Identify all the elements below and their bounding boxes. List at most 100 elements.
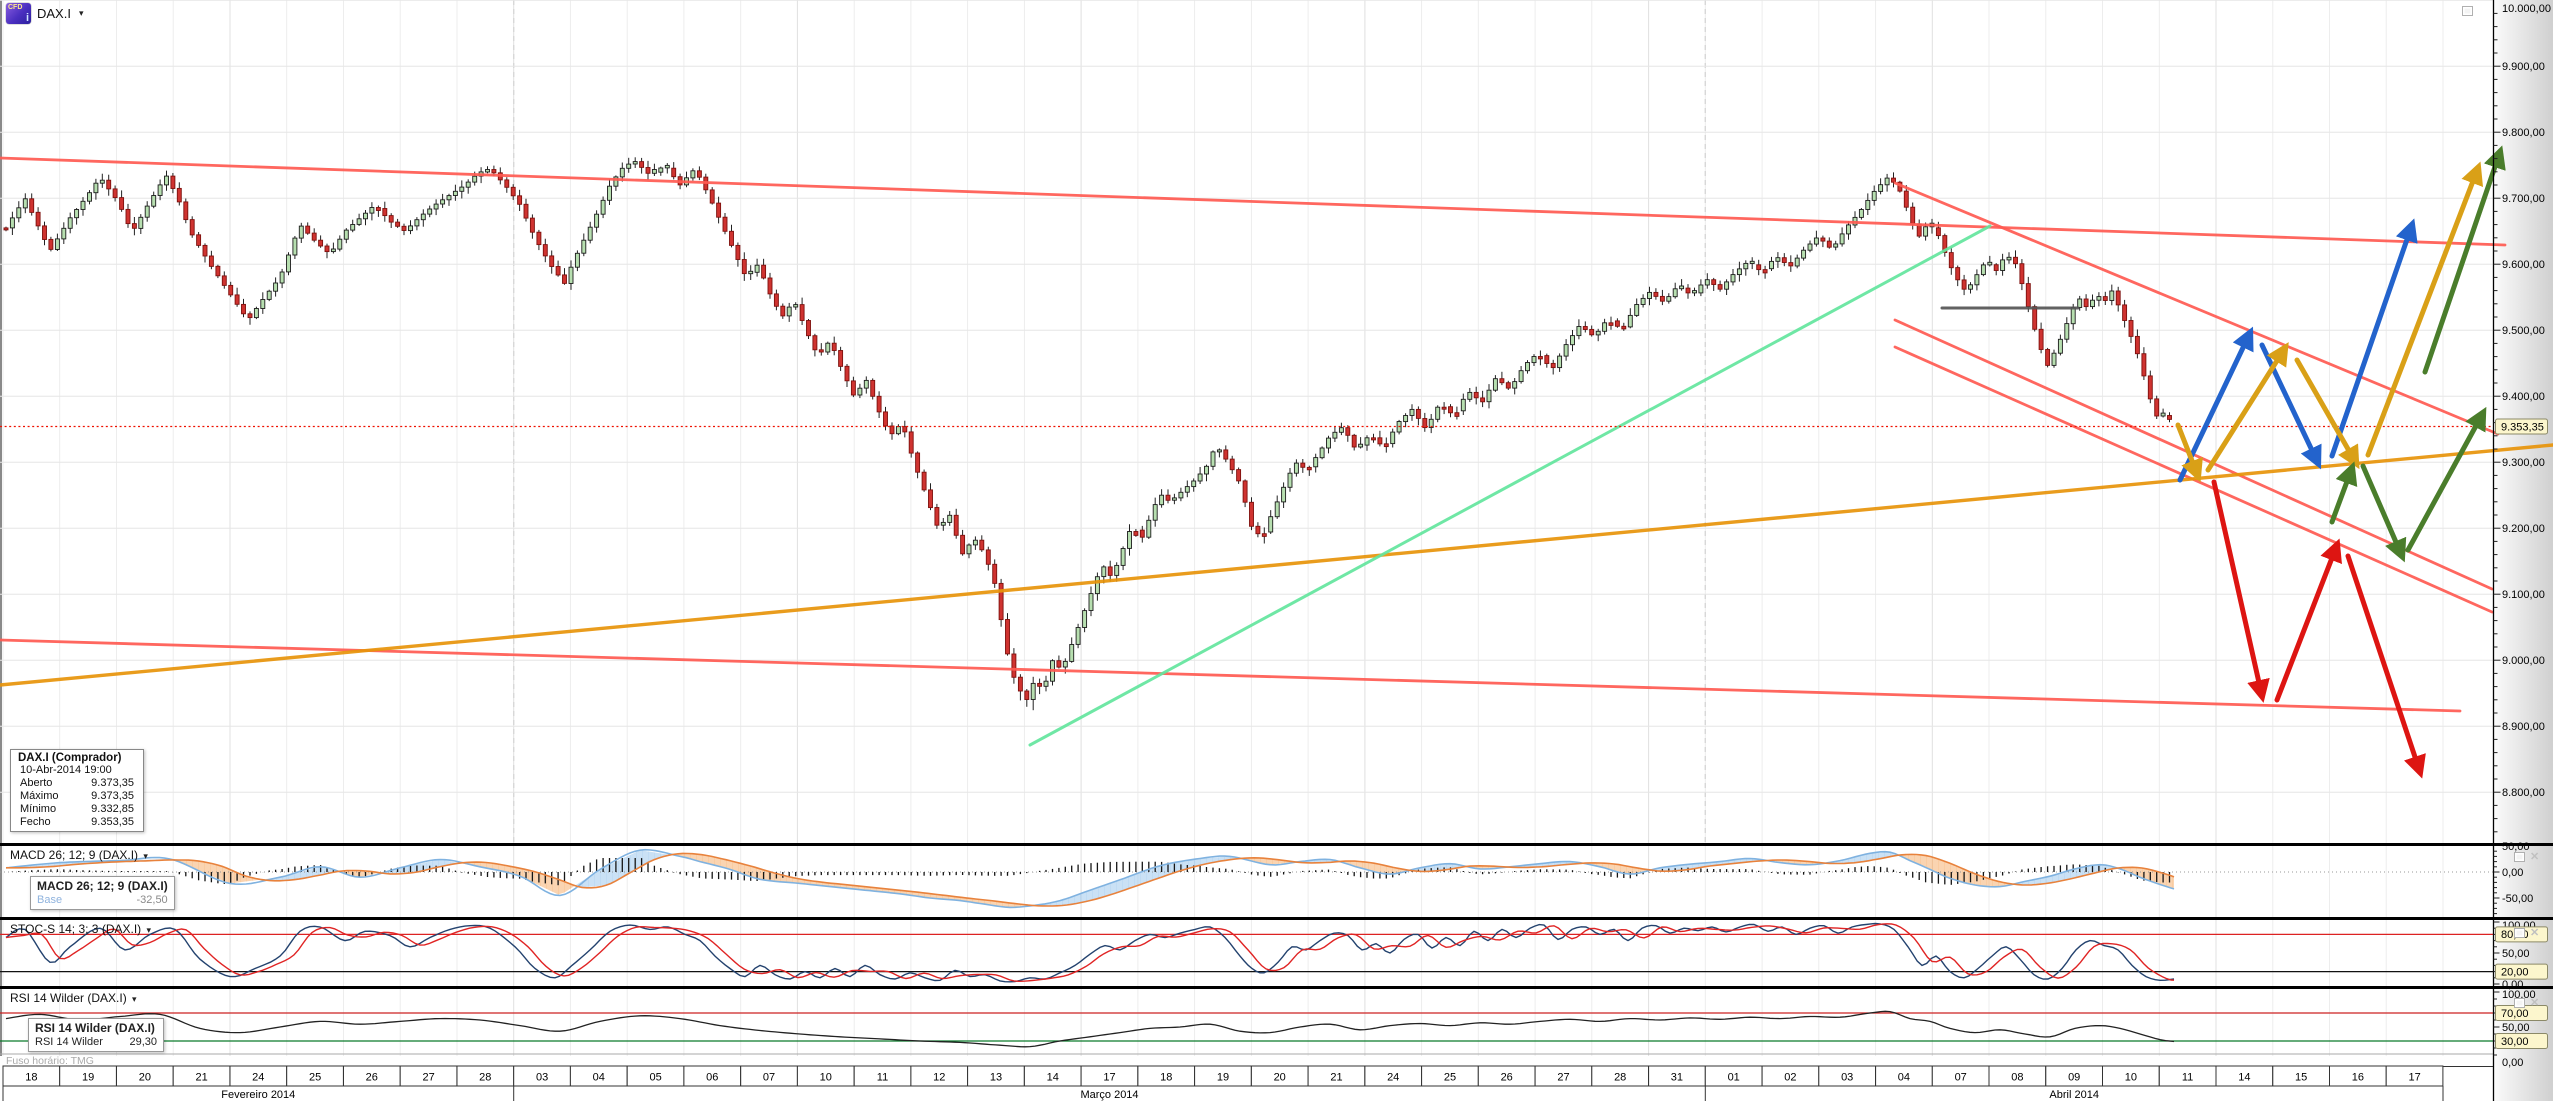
rsi-level-label: 30,00 bbox=[2501, 1036, 2529, 1048]
rsi-level-label-box bbox=[2495, 1033, 2548, 1049]
candle-body bbox=[215, 265, 221, 277]
candle-body bbox=[1589, 328, 1595, 336]
macd-fill bbox=[1272, 859, 1279, 865]
candle-body bbox=[1717, 284, 1723, 290]
candle-body bbox=[1505, 382, 1511, 389]
chart-restore-button[interactable] bbox=[2462, 6, 2473, 16]
candle-body bbox=[825, 342, 831, 353]
candle-body bbox=[671, 167, 677, 178]
instrument-selector[interactable]: CFD i DAX.I ▾ bbox=[6, 3, 84, 24]
last-price-label-box bbox=[2495, 418, 2548, 435]
macd-fill bbox=[1122, 876, 1129, 891]
macd-fill bbox=[552, 877, 559, 895]
rsi-window-buttons[interactable]: ✕ bbox=[2514, 998, 2539, 1009]
candle-body bbox=[292, 237, 298, 256]
candle-body bbox=[574, 252, 580, 268]
candle-body bbox=[1672, 288, 1678, 298]
candle-body bbox=[1088, 593, 1094, 611]
candle-body bbox=[761, 264, 767, 279]
macd-fill bbox=[2082, 866, 2089, 877]
macd-fill bbox=[612, 860, 619, 883]
candle-body bbox=[74, 209, 80, 219]
macd-fill bbox=[1134, 872, 1141, 887]
candle-body bbox=[189, 219, 195, 236]
candle-body bbox=[2006, 256, 2012, 261]
horizontal-gridlines bbox=[0, 0, 2493, 793]
restore-icon bbox=[2462, 6, 2473, 16]
candle-body bbox=[889, 425, 895, 435]
chevron-down-icon: ▾ bbox=[143, 851, 148, 861]
candle-body bbox=[170, 175, 176, 189]
date-label: 08 bbox=[2011, 1072, 2023, 1084]
stoch-window-buttons[interactable]: ✕ bbox=[2514, 928, 2539, 939]
macd-fill bbox=[1140, 870, 1147, 885]
green-projection-arrow bbox=[2360, 463, 2407, 563]
rsi-panel bbox=[0, 1010, 2493, 1048]
green-projection-arrow bbox=[2329, 461, 2358, 525]
candle-body bbox=[1614, 320, 1620, 327]
date-label: 03 bbox=[1841, 1072, 1853, 1084]
info-box-title: DAX.I (Comprador) bbox=[18, 752, 122, 764]
macd-window-buttons[interactable]: ✕ bbox=[2514, 851, 2540, 863]
date-label: 17 bbox=[2408, 1072, 2420, 1084]
stoch-panel-header[interactable]: STOC-S 14; 3; 3 (DAX.I) ▾ bbox=[10, 922, 152, 936]
candle-body bbox=[87, 192, 92, 202]
date-label: 20 bbox=[139, 1072, 151, 1084]
macd-fill bbox=[1146, 868, 1153, 883]
candle-body bbox=[915, 452, 921, 473]
macd-fill bbox=[1260, 858, 1267, 864]
rsi-panel-header[interactable]: RSI 14 Wilder (DAX.I) ▾ bbox=[10, 991, 137, 1005]
candle-body bbox=[1319, 447, 1325, 459]
candle-body bbox=[54, 238, 60, 250]
candle-body bbox=[3, 227, 9, 231]
candle-body bbox=[22, 198, 28, 209]
candle-body bbox=[1762, 269, 1768, 274]
candle-body bbox=[562, 274, 567, 284]
date-label: 26 bbox=[366, 1072, 378, 1084]
macd-fill bbox=[1866, 853, 1873, 861]
candle-body bbox=[420, 213, 426, 221]
candle-body bbox=[241, 303, 246, 315]
candle-body bbox=[1435, 406, 1441, 420]
candle-body bbox=[979, 539, 985, 551]
candle-body bbox=[1878, 184, 1884, 192]
candle-body bbox=[1371, 437, 1376, 441]
price-tick-label: 9.400,00 bbox=[2502, 391, 2545, 403]
trendline bbox=[0, 443, 2553, 687]
price-tick-label: 9.600,00 bbox=[2502, 259, 2545, 271]
candle-body bbox=[2122, 304, 2128, 321]
month-label: Março 2014 bbox=[1080, 1089, 1138, 1101]
macd-fill bbox=[1152, 866, 1159, 881]
candle-body bbox=[1249, 501, 1254, 527]
candle-body bbox=[1338, 427, 1344, 433]
candle-body bbox=[2057, 338, 2063, 354]
date-label: 15 bbox=[2295, 1072, 2307, 1084]
candle-body bbox=[1608, 322, 1614, 326]
candle-body bbox=[1313, 457, 1319, 468]
stoch-d-line bbox=[5, 923, 2175, 983]
close-icon: ✕ bbox=[2530, 851, 2540, 863]
candle-body bbox=[1326, 437, 1331, 449]
candle-body bbox=[1255, 525, 1261, 535]
candle-body bbox=[1711, 279, 1717, 285]
candle-body bbox=[1531, 356, 1537, 364]
date-cell bbox=[2385, 1065, 2444, 1087]
candle-body bbox=[414, 219, 420, 227]
stoch-level-label-box bbox=[2495, 963, 2548, 980]
candle-body bbox=[1910, 206, 1916, 225]
candle-body bbox=[266, 290, 272, 300]
candle-body bbox=[433, 203, 439, 210]
candle-body bbox=[1948, 252, 1954, 269]
drawing-objects bbox=[0, 145, 2553, 779]
candle-body bbox=[1692, 290, 1697, 294]
candle-body bbox=[523, 203, 529, 219]
macd-fill bbox=[1386, 865, 1393, 874]
macd-panel-header[interactable]: MACD 26; 12; 9 (DAX.I) ▾ bbox=[10, 848, 148, 862]
macd-fill bbox=[714, 857, 721, 867]
macd-fill bbox=[600, 866, 607, 886]
price-tick-label: 10.000,00 bbox=[2502, 3, 2551, 15]
price-tick-label: 9.100,00 bbox=[2502, 589, 2545, 601]
candle-body bbox=[1210, 451, 1216, 467]
candle-body bbox=[908, 431, 914, 454]
